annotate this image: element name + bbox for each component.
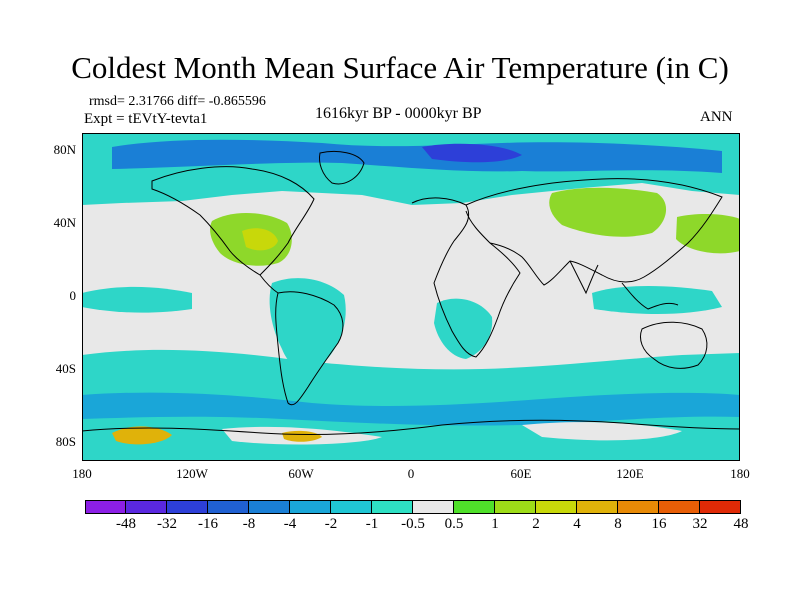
colorbar-swatch [454,500,495,514]
colorbar-tick-label: -2 [324,516,338,532]
colorbar-tick-label: -1 [365,516,379,532]
colorbar-swatch [372,500,413,514]
coast-europe-africa [411,197,521,358]
colorbar-tick-label: -8 [242,516,256,532]
colorbar-swatch [413,500,454,514]
coast-india [569,260,599,295]
rmsd-stats: rmsd= 2.31766 diff= -0.865596 [89,94,266,109]
lon-label-60e: 60E [510,466,532,481]
antarctic-warm-right [282,430,322,442]
coast-north-america [151,166,315,276]
colorbar-tick-label: 8 [614,516,622,532]
arctic-strong-cool [112,139,722,173]
colorbar-tick-label: -4 [283,516,297,532]
colorbar-tick-label: -48 [116,516,136,532]
map-frame [82,133,740,461]
colorbar-swatch [126,500,167,514]
colorbar-tick-label: -32 [157,516,177,532]
experiment-label: Expt = tEVtY-tevta1 [84,111,208,127]
colorbar-swatch [618,500,659,514]
lon-label-180e: 180 [730,466,750,481]
lon-label-0: 0 [407,466,415,481]
pacific-tropical-cool [82,286,192,313]
coast-southeast-asia [621,282,679,310]
coast-south-america [275,291,344,406]
colorbar-swatch [85,500,126,514]
coastlines [82,150,740,436]
colorbar-swatch [208,500,249,514]
colorbar-swatch [536,500,577,514]
colorbar-tick-label: 16 [651,516,667,532]
lat-label-40s: 40S [55,361,76,376]
colorbar [85,500,741,520]
lat-label-40n: 40N [53,215,76,230]
colorbar-swatch [659,500,700,514]
lon-label-180w: 180 [72,466,92,481]
colorbar-swatch [577,500,618,514]
indian-ocean-cool [592,286,722,314]
lon-label-60w: 60W [288,466,314,481]
colorbar-swatch [167,500,208,514]
colorbar-swatch [290,500,331,514]
season-label: ANN [700,109,733,125]
colorbar-tick-label: 0.5 [444,516,464,532]
lat-label-0: 0 [69,288,77,303]
colorbar-tick-label: 1 [491,516,499,532]
colorbar-tick-label: 48 [733,516,749,532]
coast-greenland [319,150,365,185]
lat-label-80n: 80N [53,142,76,157]
coast-australia [640,321,708,369]
asia-warm [549,187,667,237]
lon-label-120w: 120W [176,466,208,481]
colorbar-tick-label: 4 [573,516,581,532]
antarctic-near-zero-2 [522,422,682,441]
antarctic-warm-left [112,426,172,445]
coast-central-america [259,274,279,294]
coast-antarctica [82,419,740,436]
period-label: 1616kyr BP - 0000kyr BP [315,105,482,122]
coast-asia [465,178,723,286]
lat-label-80s: 80S [55,434,76,449]
arctic-deep-cool [422,143,522,163]
map-title: Coldest Month Mean Surface Air Temperatu… [71,50,729,85]
colorbar-swatch [700,500,741,514]
colorbar-tick-label: -16 [198,516,218,532]
map-panel [82,133,740,461]
colorbar-swatch [331,500,372,514]
africa-cool [434,298,493,359]
north-america-strong-warm [242,228,278,251]
lon-label-120e: 120E [616,466,644,481]
temperature-anomaly-map [82,133,740,461]
colorbar-swatch [495,500,536,514]
colorbar-tick-label: 32 [692,516,708,532]
southern-ocean-strong-cool [82,392,740,426]
pacific-warm [676,213,740,254]
colorbar-tick-label: 2 [532,516,540,532]
colorbar-tick-label: -0.5 [401,516,425,532]
colorbar-swatch [249,500,290,514]
